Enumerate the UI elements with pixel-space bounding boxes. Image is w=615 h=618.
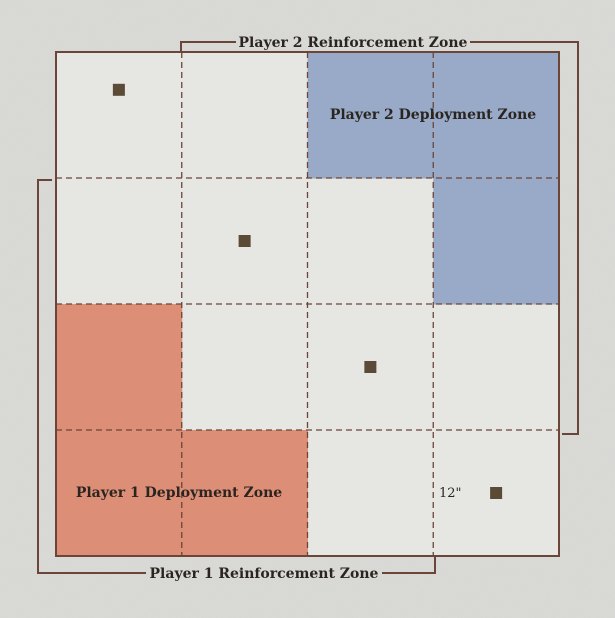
objective-marker-icon bbox=[364, 361, 377, 373]
objective-marker-icon bbox=[238, 235, 251, 247]
player1-deployment-zone bbox=[56, 304, 308, 557]
player1-deployment-cell bbox=[56, 304, 183, 431]
player1-deployment-label: Player 1 Deployment Zone bbox=[76, 485, 282, 501]
measurement-label: 12" bbox=[439, 486, 462, 501]
player2-deployment-cell bbox=[433, 52, 560, 179]
player2-deployment-cell bbox=[433, 178, 560, 305]
player1-deployment-cell bbox=[181, 430, 308, 557]
player2-deployment-label: Player 2 Deployment Zone bbox=[330, 107, 536, 123]
board-border bbox=[55, 51, 560, 557]
player2-reinforcement-bracket bbox=[180, 41, 579, 435]
player1-deployment-cell bbox=[56, 430, 183, 557]
board-grid bbox=[56, 52, 559, 556]
objective-marker-icon bbox=[112, 83, 125, 96]
player2-deployment-cell bbox=[307, 52, 434, 179]
player1-reinforcement-label: Player 1 Reinforcement Zone bbox=[150, 566, 379, 582]
player1-reinforcement-bracket bbox=[37, 179, 436, 574]
player2-reinforcement-label: Player 2 Reinforcement Zone bbox=[239, 35, 468, 51]
objective-markers bbox=[112, 83, 503, 499]
player2-deployment-zone bbox=[307, 52, 560, 305]
objective-marker-icon bbox=[490, 487, 503, 499]
